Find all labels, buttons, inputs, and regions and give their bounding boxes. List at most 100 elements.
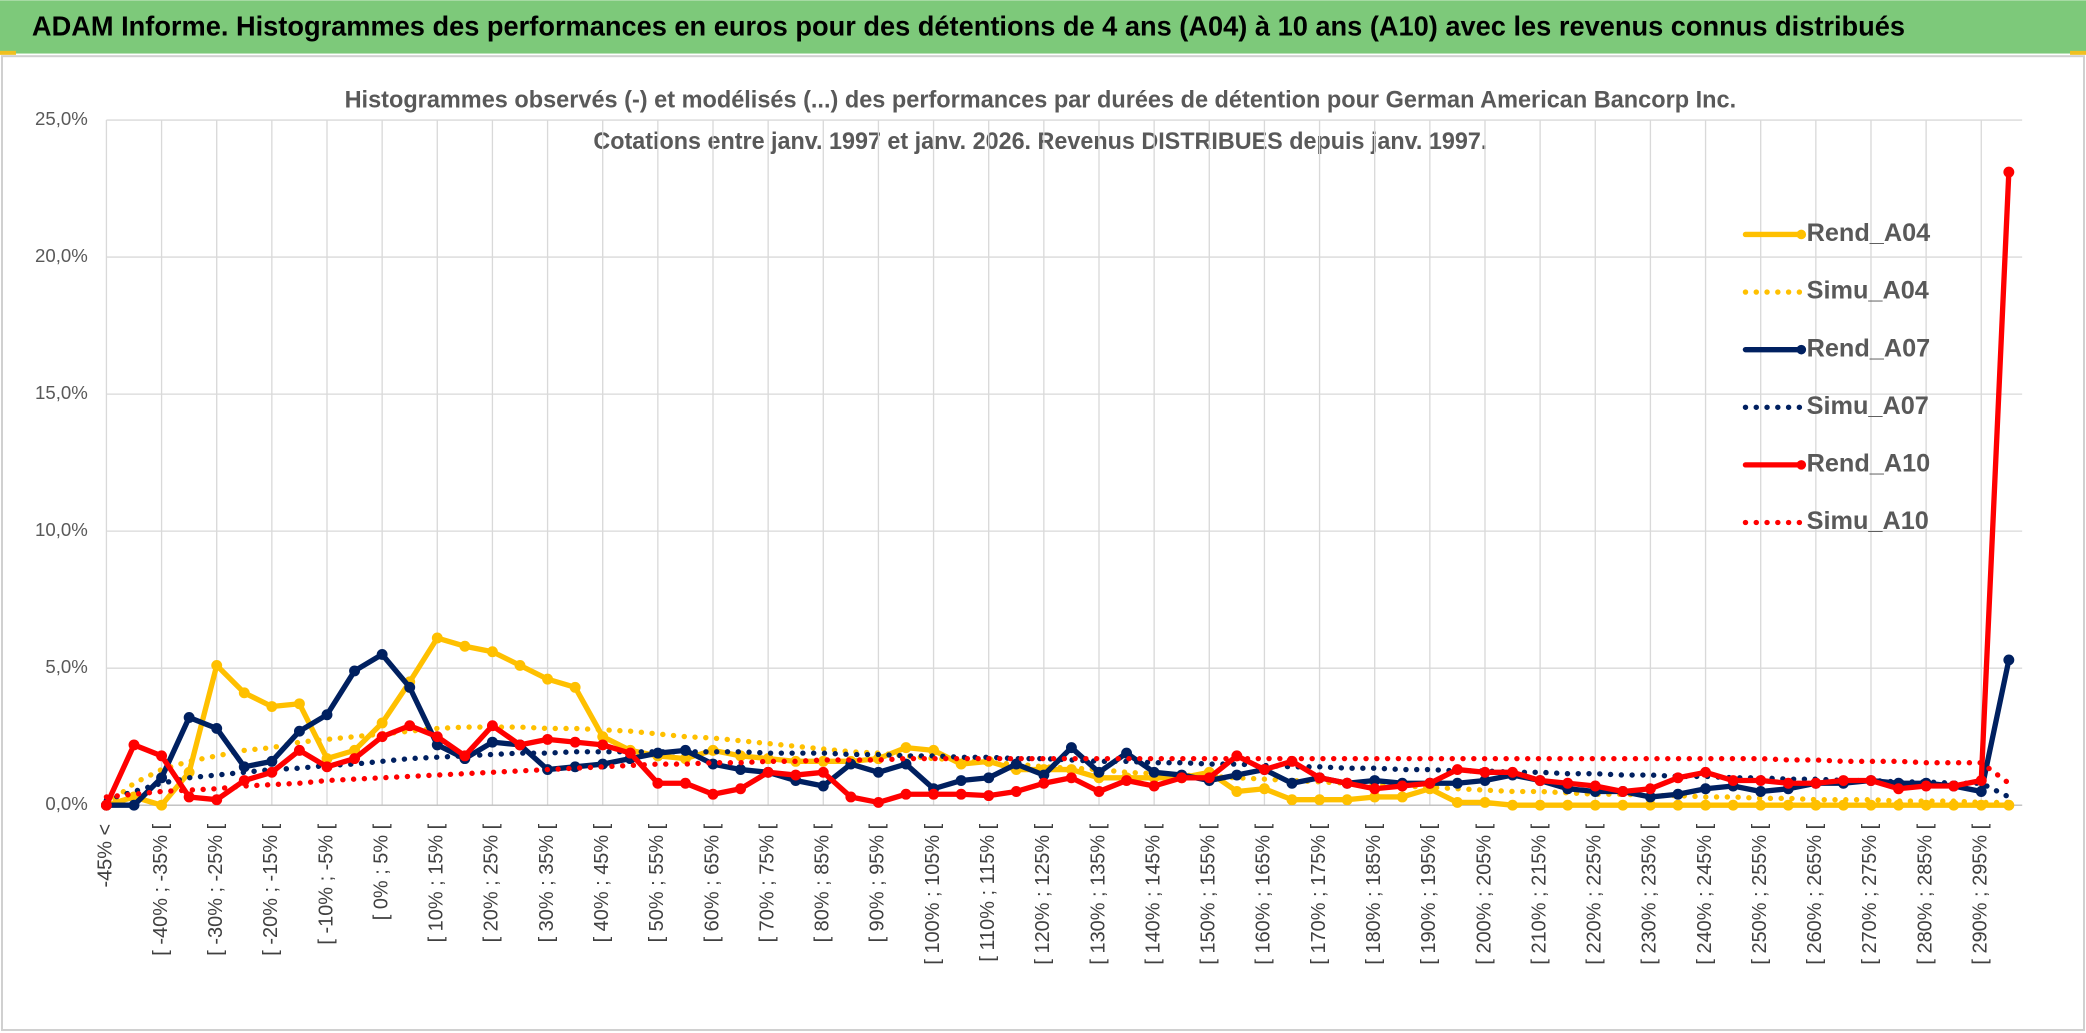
data-point — [1093, 786, 1105, 797]
x-tick-label: [ 280% ; 285% [ — [1914, 823, 1936, 964]
data-point — [872, 766, 884, 778]
data-point — [376, 731, 388, 743]
data-point — [1231, 786, 1243, 797]
x-tick-label: [ 150% ; 155% [ — [1198, 823, 1220, 964]
data-point — [293, 725, 305, 737]
x-tick-label: [ -20% ; -15% [ — [260, 823, 282, 955]
x-tick-label: [ 220% ; 225% [ — [1584, 823, 1606, 964]
data-point — [183, 712, 195, 723]
data-point — [1810, 777, 1822, 789]
x-tick-label: [ 0% ; 5% [ — [370, 823, 392, 920]
data-point — [1286, 777, 1298, 789]
data-point — [431, 731, 443, 743]
data-point — [735, 764, 747, 776]
legend-label: Rend_A04 — [1807, 219, 1931, 247]
data-point — [1672, 788, 1684, 800]
data-point — [1948, 780, 1960, 792]
data-point — [431, 632, 443, 644]
x-tick-label: [ 290% ; 295% [ — [1970, 823, 1992, 964]
simulated-line — [103, 749, 2012, 803]
data-point — [1093, 766, 1105, 778]
data-point — [1258, 764, 1270, 776]
data-point — [817, 766, 829, 778]
data-point — [1479, 796, 1491, 808]
x-tick-label: [ -10% ; -5% [ — [315, 823, 337, 944]
data-point — [1148, 780, 1160, 792]
data-point — [100, 799, 112, 811]
legend-marker — [1796, 344, 1807, 355]
data-point — [404, 681, 416, 693]
data-point — [1038, 777, 1050, 789]
legend-label: Simu_A04 — [1807, 277, 1929, 305]
x-tick-label: [ 90% ; 95% [ — [867, 823, 889, 942]
data-point — [1589, 780, 1601, 792]
data-point — [376, 649, 388, 660]
data-point — [1755, 775, 1767, 786]
x-tick-label: [ 70% ; 75% [ — [756, 823, 778, 942]
data-point — [928, 788, 940, 800]
chart-frame — [0, 55, 2086, 1032]
x-tick-label: [ 10% ; 15% [ — [426, 823, 448, 942]
data-point — [1341, 794, 1353, 806]
data-point — [459, 750, 471, 762]
x-tick-label: [ 30% ; 35% [ — [536, 823, 558, 942]
data-point — [1920, 799, 1932, 811]
data-point — [486, 720, 498, 732]
data-point — [1727, 775, 1739, 786]
x-tick-label: [ 100% ; 105% [ — [922, 823, 944, 964]
data-point — [266, 701, 278, 712]
simulated-line — [103, 755, 2012, 800]
data-point — [900, 758, 912, 770]
data-point — [1314, 794, 1326, 806]
data-point — [128, 799, 140, 811]
data-point — [542, 733, 554, 745]
data-point — [569, 736, 581, 748]
x-tick-label: [ 230% ; 235% [ — [1639, 823, 1661, 964]
data-point — [845, 791, 857, 803]
data-point — [349, 753, 361, 765]
data-point — [1507, 799, 1519, 811]
data-point — [1865, 799, 1877, 811]
x-tick-label: [ 130% ; 135% [ — [1087, 823, 1109, 964]
data-point — [514, 739, 526, 751]
x-tick-label: [ 110% ; 115% [ — [977, 823, 999, 961]
data-point — [624, 747, 636, 759]
legend-label: Simu_A10 — [1807, 507, 1929, 535]
data-point — [1424, 777, 1436, 789]
x-tick-label: [ 50% ; 55% [ — [646, 823, 668, 942]
data-point — [1369, 783, 1381, 795]
x-tick-label: -45% < — [95, 824, 117, 888]
data-point — [955, 788, 967, 800]
data-point — [1672, 772, 1684, 784]
data-point — [1617, 799, 1629, 811]
data-point — [679, 777, 691, 789]
x-tick-label: [ 190% ; 195% [ — [1418, 823, 1440, 964]
data-point — [1231, 769, 1243, 781]
data-point — [2003, 654, 2015, 666]
data-point — [1589, 799, 1601, 811]
data-point — [238, 687, 250, 699]
legend-label: Rend_A10 — [1807, 450, 1931, 478]
legend-label: Rend_A07 — [1807, 334, 1931, 362]
data-point — [486, 736, 498, 748]
x-tick-label: [ 60% ; 65% [ — [701, 823, 723, 942]
data-point — [156, 799, 168, 811]
data-point — [156, 750, 168, 762]
data-point — [183, 791, 195, 803]
data-point — [1010, 786, 1022, 797]
data-point — [1893, 783, 1905, 795]
x-tick-label: [ 140% ; 145% [ — [1142, 823, 1164, 964]
data-point — [983, 790, 995, 802]
data-point — [1396, 780, 1408, 792]
x-tick-label: [ 260% ; 265% [ — [1804, 823, 1826, 964]
data-point — [1700, 783, 1712, 795]
data-point — [762, 766, 774, 778]
data-point — [1865, 775, 1877, 786]
data-point — [1617, 786, 1629, 797]
data-point — [1451, 764, 1463, 776]
data-point — [266, 766, 278, 778]
x-tick-label: [ 160% ; 165% [ — [1253, 823, 1275, 964]
